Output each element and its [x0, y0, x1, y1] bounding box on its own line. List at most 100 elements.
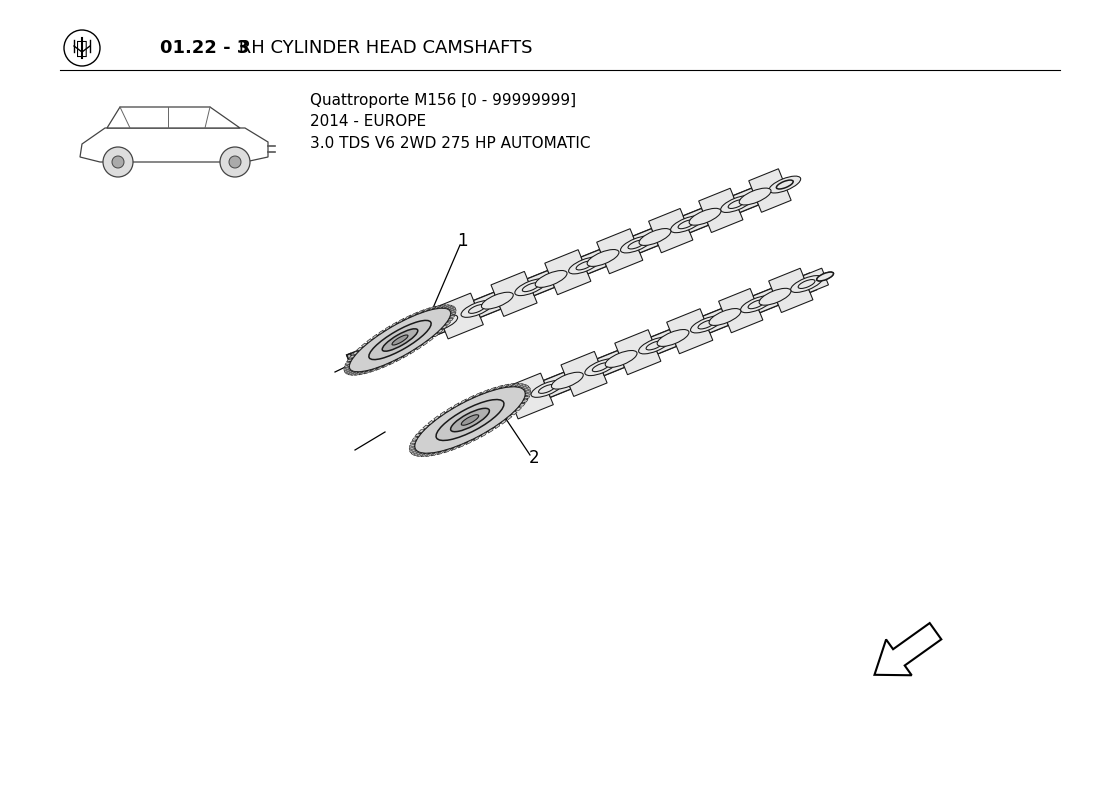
Ellipse shape	[436, 399, 504, 441]
Polygon shape	[512, 411, 517, 415]
Polygon shape	[596, 229, 642, 274]
Polygon shape	[734, 188, 759, 212]
Polygon shape	[410, 312, 418, 317]
Polygon shape	[494, 386, 503, 390]
Polygon shape	[398, 318, 404, 323]
Polygon shape	[396, 357, 403, 362]
Polygon shape	[356, 347, 362, 350]
Polygon shape	[404, 315, 411, 320]
Polygon shape	[349, 355, 355, 358]
Polygon shape	[429, 338, 433, 342]
Polygon shape	[433, 334, 439, 337]
Polygon shape	[448, 306, 454, 310]
Polygon shape	[474, 292, 500, 318]
Polygon shape	[344, 362, 351, 366]
Polygon shape	[450, 307, 455, 311]
Polygon shape	[411, 451, 418, 454]
Polygon shape	[525, 393, 530, 396]
Text: 3.0 TDS V6 2WD 275 HP AUTOMATIC: 3.0 TDS V6 2WD 275 HP AUTOMATIC	[310, 137, 591, 151]
Polygon shape	[749, 169, 791, 212]
Polygon shape	[418, 430, 425, 433]
Polygon shape	[698, 188, 742, 233]
Ellipse shape	[678, 220, 695, 229]
Polygon shape	[344, 365, 350, 368]
Polygon shape	[481, 432, 486, 438]
Ellipse shape	[415, 386, 526, 454]
Polygon shape	[409, 449, 416, 453]
Polygon shape	[437, 450, 446, 454]
Text: RH CYLINDER HEAD CAMSHAFTS: RH CYLINDER HEAD CAMSHAFTS	[233, 39, 532, 57]
Polygon shape	[634, 229, 658, 253]
Ellipse shape	[767, 292, 783, 302]
Polygon shape	[683, 209, 708, 233]
Polygon shape	[442, 326, 448, 328]
Ellipse shape	[469, 305, 485, 314]
Ellipse shape	[592, 362, 609, 372]
Polygon shape	[373, 334, 377, 338]
Polygon shape	[438, 305, 446, 308]
Circle shape	[112, 156, 124, 168]
Ellipse shape	[485, 406, 502, 415]
Polygon shape	[354, 372, 362, 375]
Polygon shape	[522, 399, 528, 402]
Ellipse shape	[515, 278, 547, 296]
Polygon shape	[414, 452, 421, 456]
Ellipse shape	[816, 272, 834, 281]
Ellipse shape	[639, 337, 670, 354]
Ellipse shape	[433, 318, 450, 328]
Polygon shape	[481, 390, 490, 394]
Polygon shape	[468, 395, 474, 401]
Polygon shape	[491, 271, 537, 317]
Polygon shape	[415, 434, 420, 437]
Ellipse shape	[657, 330, 689, 346]
Polygon shape	[344, 369, 351, 373]
Polygon shape	[344, 367, 350, 370]
Ellipse shape	[461, 301, 493, 318]
Polygon shape	[519, 403, 526, 406]
Ellipse shape	[488, 296, 506, 305]
Ellipse shape	[605, 350, 637, 367]
Polygon shape	[346, 336, 397, 366]
Ellipse shape	[426, 314, 458, 331]
Polygon shape	[385, 326, 390, 330]
Polygon shape	[420, 454, 429, 457]
Polygon shape	[703, 309, 728, 333]
Polygon shape	[465, 439, 473, 445]
Polygon shape	[488, 428, 493, 433]
Ellipse shape	[716, 313, 734, 322]
Polygon shape	[348, 371, 355, 375]
Ellipse shape	[536, 270, 566, 287]
Ellipse shape	[576, 261, 593, 270]
Circle shape	[229, 156, 241, 168]
Polygon shape	[524, 387, 530, 391]
Polygon shape	[345, 370, 352, 374]
Ellipse shape	[451, 408, 490, 432]
Ellipse shape	[349, 308, 451, 372]
Ellipse shape	[368, 320, 431, 360]
Ellipse shape	[696, 212, 714, 222]
Ellipse shape	[698, 320, 715, 329]
Polygon shape	[433, 305, 441, 309]
Polygon shape	[366, 338, 372, 342]
Ellipse shape	[816, 272, 834, 281]
Text: Quattroporte M156 [0 - 99999999]: Quattroporte M156 [0 - 99999999]	[310, 93, 576, 107]
Polygon shape	[428, 306, 437, 310]
Polygon shape	[364, 370, 372, 374]
Ellipse shape	[531, 381, 563, 398]
Polygon shape	[487, 387, 496, 392]
Polygon shape	[375, 366, 384, 370]
Polygon shape	[561, 351, 607, 397]
Polygon shape	[431, 452, 440, 456]
Polygon shape	[107, 107, 240, 128]
Polygon shape	[359, 371, 367, 375]
Ellipse shape	[739, 188, 771, 205]
Polygon shape	[521, 386, 529, 389]
Polygon shape	[451, 310, 456, 313]
Polygon shape	[769, 268, 813, 313]
Polygon shape	[446, 322, 451, 325]
Polygon shape	[525, 390, 531, 393]
Ellipse shape	[595, 254, 612, 262]
Polygon shape	[874, 623, 942, 675]
Ellipse shape	[647, 233, 663, 242]
Ellipse shape	[740, 296, 772, 313]
